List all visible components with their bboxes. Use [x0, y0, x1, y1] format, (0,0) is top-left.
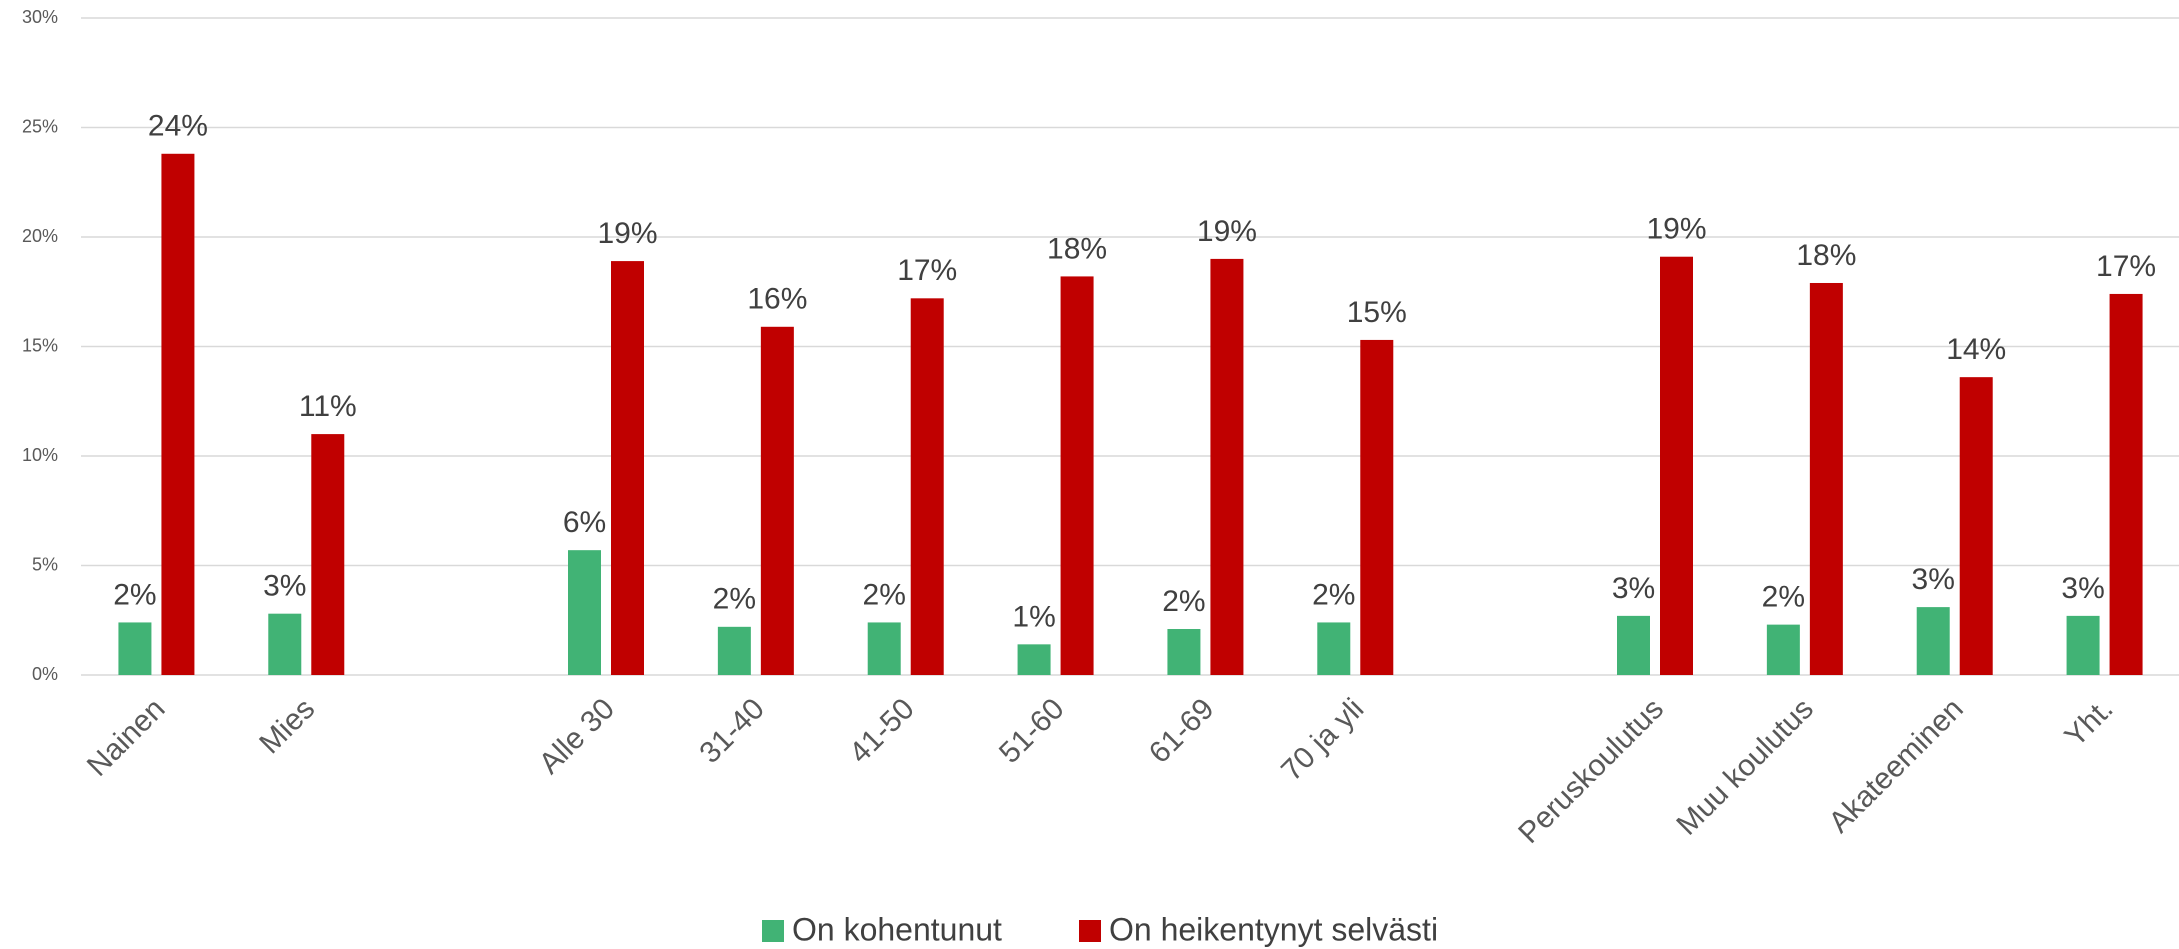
bar [1017, 644, 1051, 675]
y-tick-label: 5% [32, 554, 58, 574]
x-tick-label: 41-50 [843, 692, 921, 770]
x-tick-label: Muu koulutus [1670, 692, 1820, 842]
x-tick-label: Peruskoulutus [1512, 692, 1670, 850]
bar [1766, 624, 1800, 675]
y-tick-label: 0% [32, 664, 58, 684]
x-tick-label: 31-40 [693, 692, 771, 770]
bar [1617, 615, 1650, 675]
bar [311, 434, 345, 675]
y-tick-label: 10% [22, 445, 58, 465]
data-label: 1% [1012, 600, 1055, 633]
data-label: 17% [897, 254, 957, 287]
data-label: 2% [1762, 581, 1805, 614]
legend-label: On heikentynyt selvästi [1109, 911, 1438, 947]
bar [1167, 629, 1201, 675]
x-tick-label: Nainen [81, 692, 172, 783]
x-tick-label: Yht. [2059, 692, 2120, 753]
y-tick-label: 15% [22, 335, 58, 355]
data-label: 19% [1646, 213, 1706, 246]
bar [1317, 622, 1351, 675]
data-label: 24% [148, 110, 208, 143]
bar [1959, 377, 1993, 675]
x-tick-label: 51-60 [993, 692, 1071, 770]
data-label: 2% [1312, 578, 1355, 611]
bar [1809, 282, 1843, 675]
bar [1060, 276, 1094, 675]
x-tick-label: Mies [253, 692, 321, 760]
bar [1916, 607, 1950, 675]
data-label: 16% [747, 283, 807, 316]
data-label: 14% [1946, 333, 2006, 366]
x-tick-label: Akateeminen [1823, 692, 1970, 839]
data-label: 19% [597, 217, 657, 250]
bar [268, 613, 302, 675]
data-label: 15% [1347, 296, 1407, 329]
data-label: 6% [563, 506, 606, 539]
data-label: 3% [1612, 572, 1655, 605]
legend-swatch [1079, 920, 1101, 942]
bar [161, 153, 195, 675]
y-tick-label: 20% [22, 226, 58, 246]
bar [611, 261, 644, 675]
data-label: 2% [1162, 585, 1205, 618]
data-label: 18% [1047, 232, 1107, 265]
bar [717, 626, 751, 675]
bar [1660, 256, 1693, 675]
bar [2109, 293, 2143, 675]
data-label: 2% [713, 583, 756, 616]
data-label: 2% [113, 578, 156, 611]
x-tick-label: Alle 30 [533, 692, 621, 780]
bar [2066, 615, 2100, 675]
x-tick-label: 61-69 [1143, 692, 1221, 770]
data-label: 2% [863, 578, 906, 611]
bar [568, 550, 601, 675]
data-label: 17% [2096, 250, 2156, 283]
y-tick-label: 25% [22, 116, 58, 136]
bar [1210, 258, 1244, 675]
bar [1360, 339, 1394, 675]
data-label: 19% [1197, 215, 1257, 248]
data-label: 3% [263, 570, 306, 603]
data-label: 3% [1912, 563, 1955, 596]
bar [760, 326, 794, 675]
legend-swatch [762, 920, 784, 942]
legend-label: On kohentunut [792, 911, 1002, 947]
data-label: 11% [299, 390, 357, 423]
y-tick-label: 30% [22, 7, 58, 27]
bar [910, 298, 944, 675]
data-label: 3% [2061, 572, 2104, 605]
bar [867, 622, 901, 675]
x-tick-label: 70 ja yli [1275, 692, 1370, 787]
bar [118, 622, 152, 675]
data-label: 18% [1796, 239, 1856, 272]
